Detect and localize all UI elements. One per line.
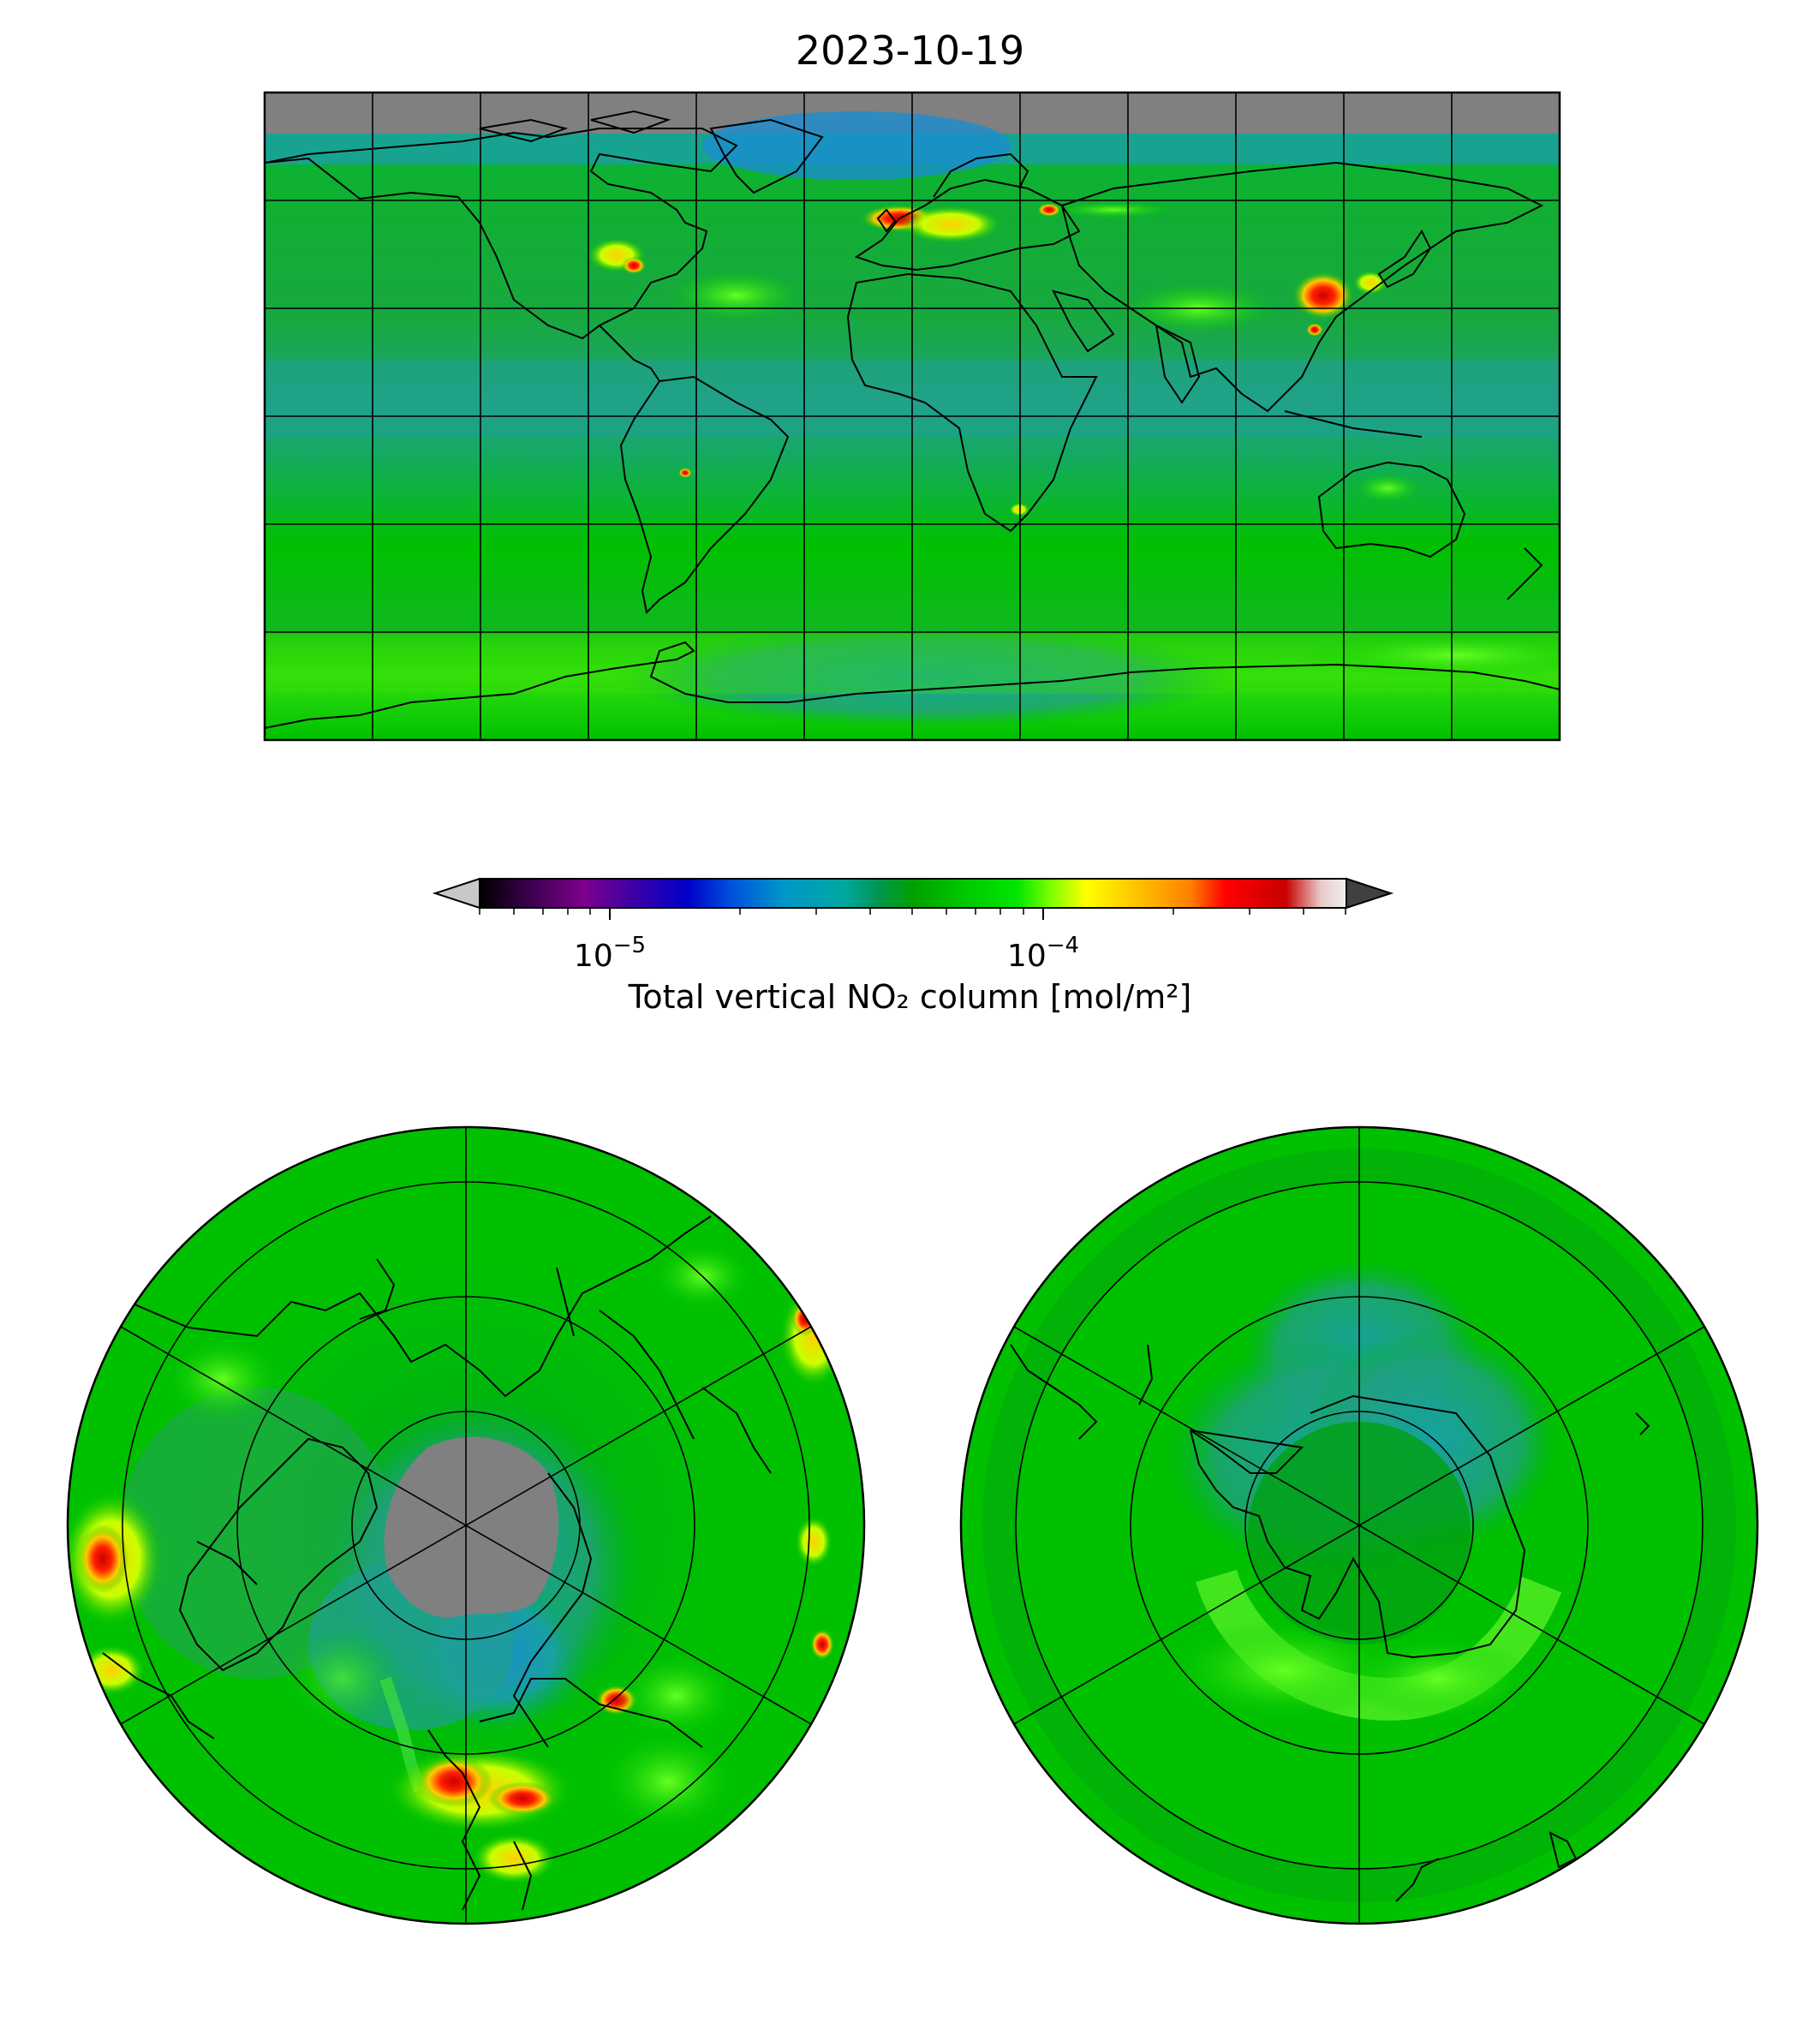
colorbar-ticks [479,908,1346,920]
south-polar-map [959,1125,1759,1925]
coastlines [1010,1344,1650,1902]
global-map [263,91,1561,742]
colorbar: 10−5 10−4 [432,877,1394,974]
global-map-frame [263,91,1561,742]
colorbar-label: Total vertical NO₂ column [mol/m²] [628,978,1192,1016]
south-map-frame [959,1125,1759,1925]
north-graticule [120,1127,812,1924]
colorbar-tick-label-1e-4: 10−4 [1007,933,1079,974]
north-polar-map [66,1125,866,1925]
global-graticule [265,92,1560,740]
south-graticule [1013,1127,1705,1924]
no-data-region [384,1436,558,1618]
coastlines [102,1215,772,1911]
page-title: 2023-10-19 [795,27,1025,74]
coastlines [265,110,1560,729]
colorbar-under-extension [432,877,480,910]
colorbar-over-extension [1346,877,1394,910]
north-map-frame [66,1125,866,1925]
colorbar-tick-label-1e-5: 10−5 [574,933,646,974]
colorbar-gradient [480,879,1346,908]
no2-hotspots [68,1242,848,1884]
